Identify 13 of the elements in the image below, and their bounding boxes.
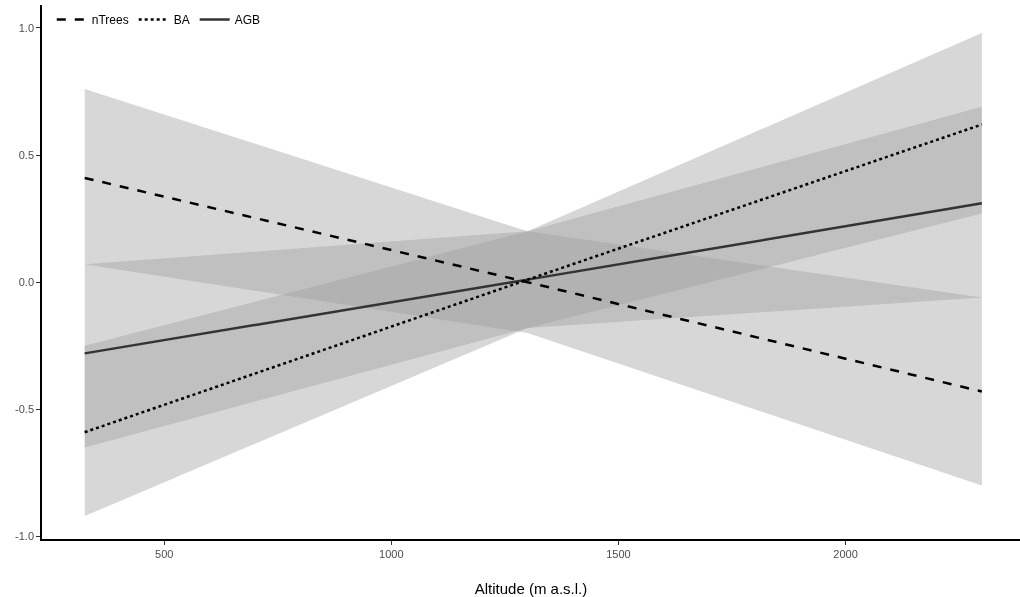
y-tick-label: 0.5 [18, 148, 35, 161]
x-tick-label: 2000 [833, 547, 858, 560]
legend-label: AGB [234, 13, 261, 28]
x-tick-label: 1500 [606, 547, 631, 560]
x-axis-title: Altitude (m a.s.l.) [474, 580, 588, 597]
legend-label: BA [173, 13, 190, 28]
y-tick-label: 1.0 [18, 21, 35, 34]
y-tick-label: -1.0 [15, 530, 35, 543]
y-tick-label: -0.5 [15, 403, 35, 416]
y-tick-label: 0.0 [18, 276, 35, 289]
legend-label: nTrees [91, 13, 129, 28]
x-tick-label: 500 [155, 547, 174, 560]
x-tick-label: 1000 [379, 547, 404, 560]
